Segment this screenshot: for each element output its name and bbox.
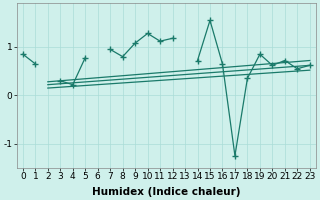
X-axis label: Humidex (Indice chaleur): Humidex (Indice chaleur)	[92, 187, 241, 197]
